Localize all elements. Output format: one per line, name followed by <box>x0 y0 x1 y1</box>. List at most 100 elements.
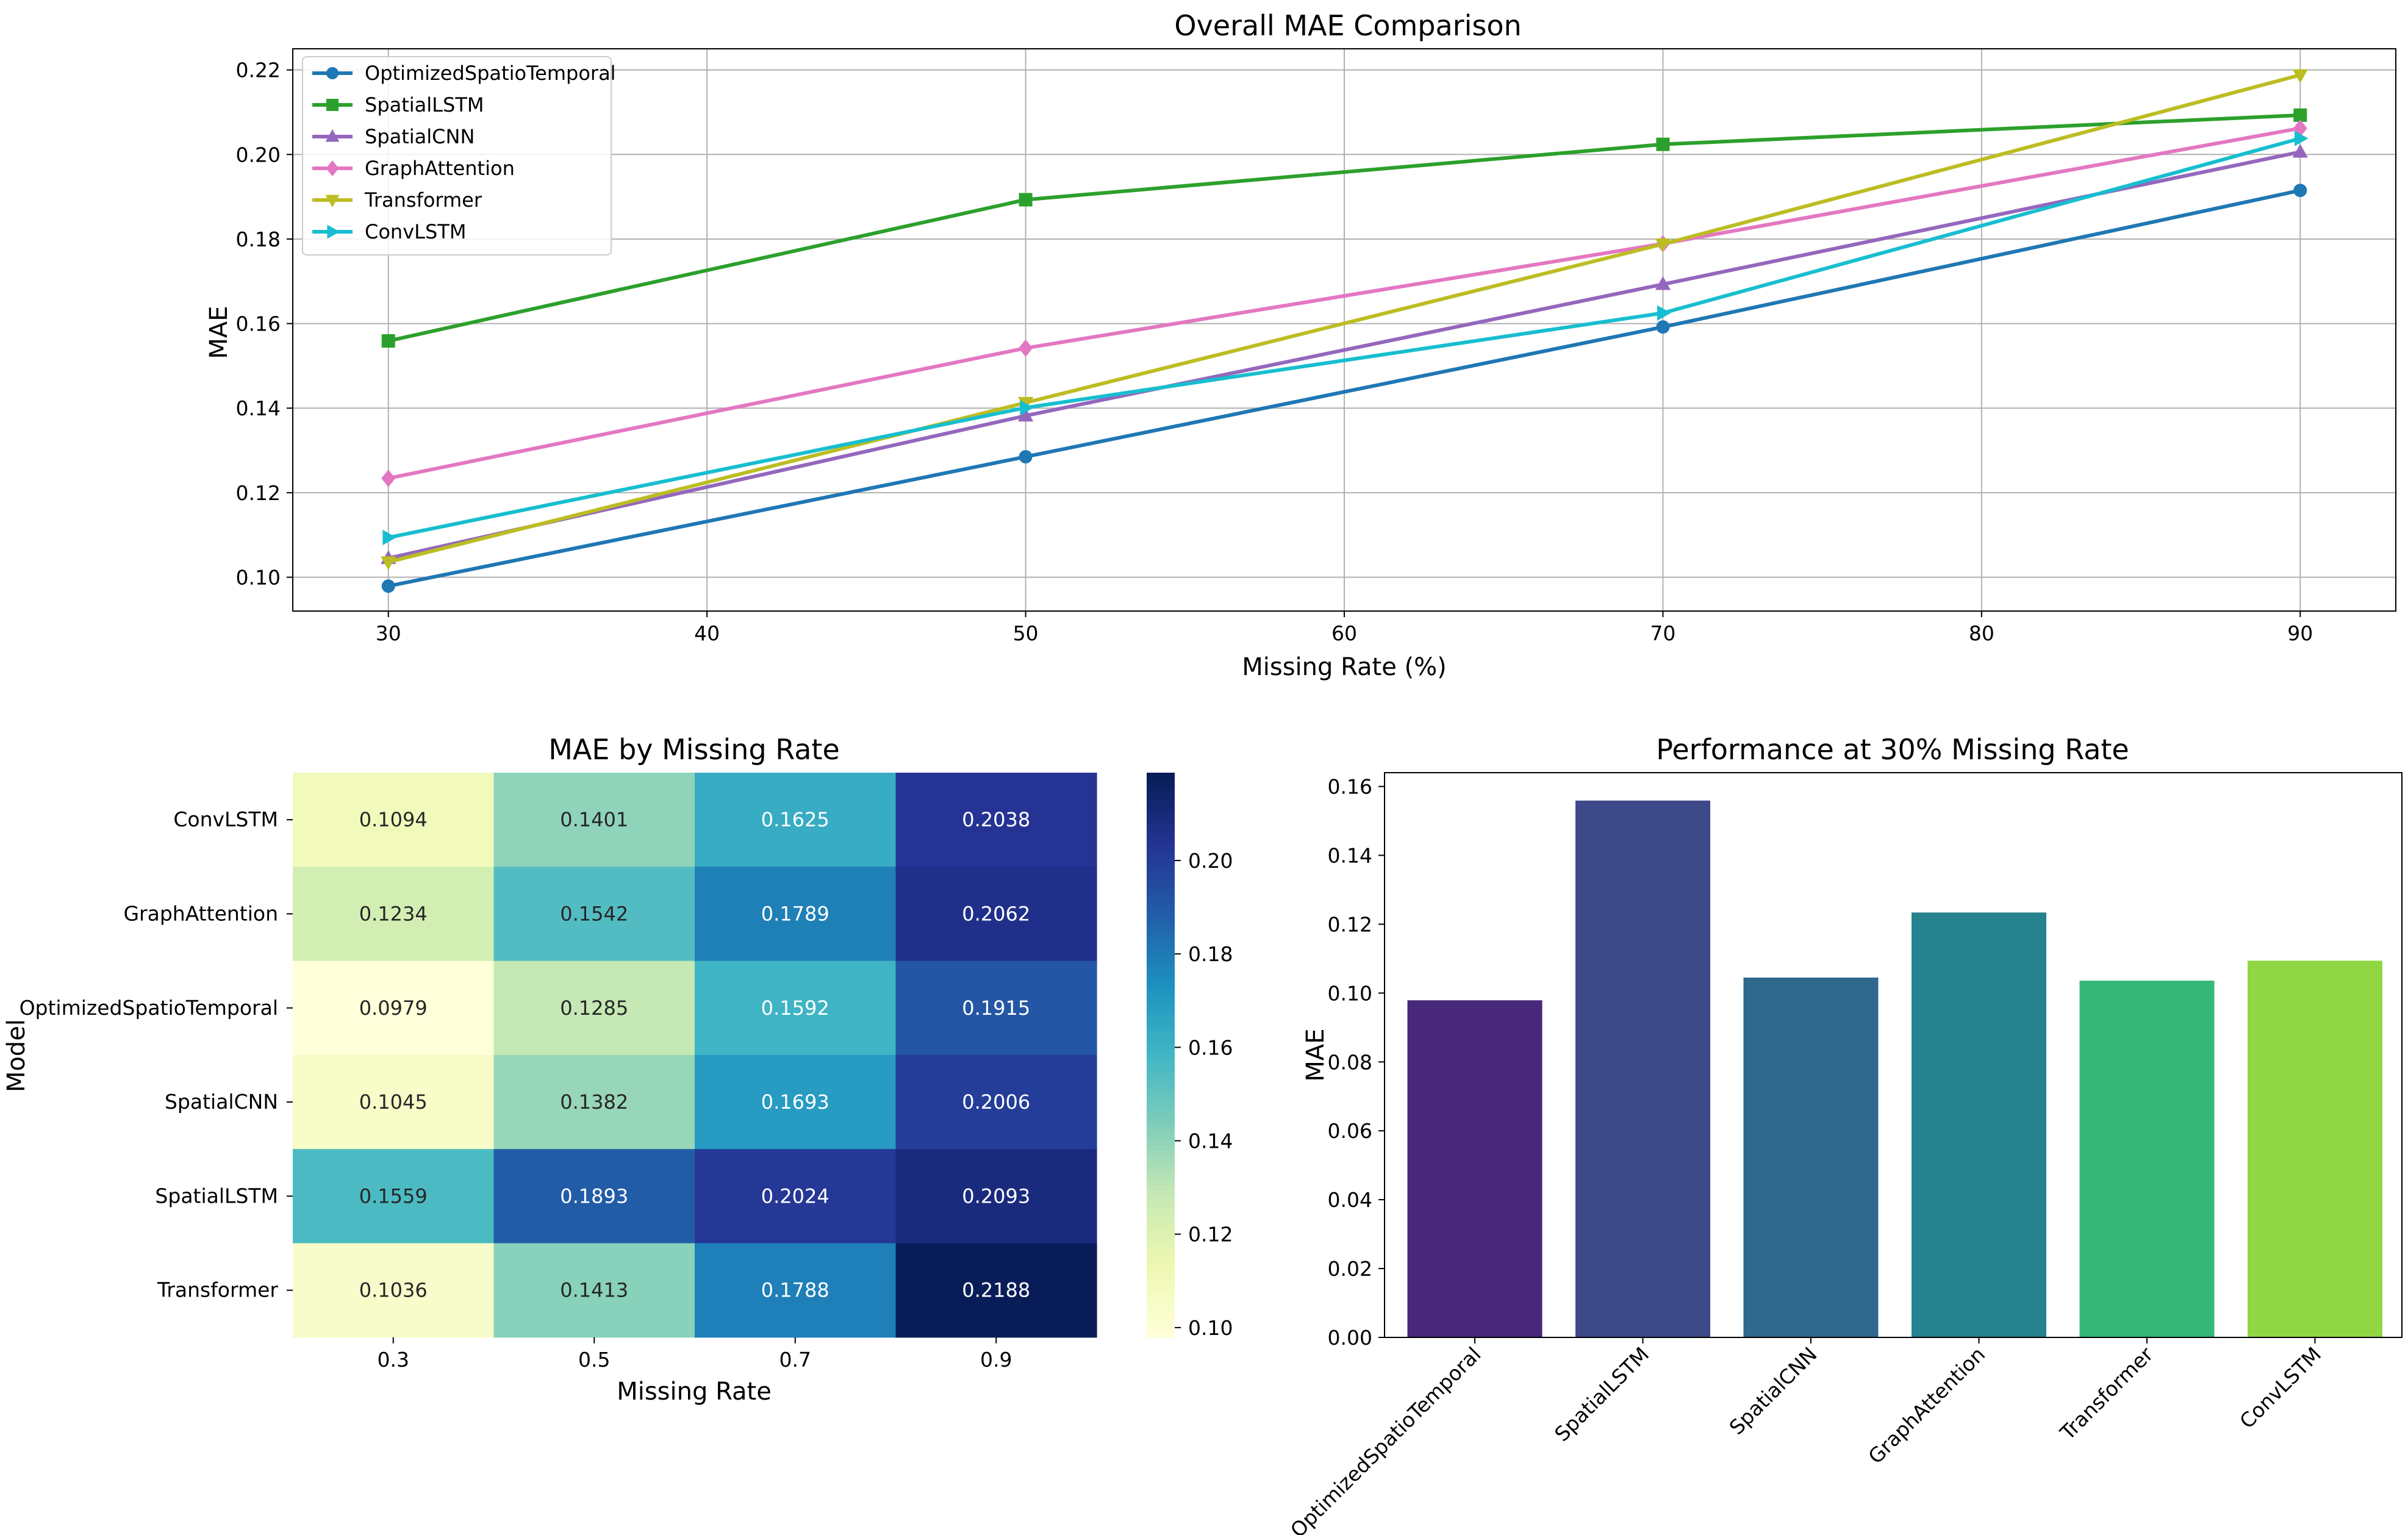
line-chart-y-tick-label: 0.20 <box>236 143 281 166</box>
data-point-optimizedspatiotemporal <box>381 579 395 593</box>
colorbar-segment <box>1147 976 1175 982</box>
colorbar-segment <box>1147 1320 1175 1327</box>
heatmap-cell-value: 0.1285 <box>560 996 628 1020</box>
colorbar-segment <box>1147 1061 1175 1067</box>
bar-spatialcnn <box>1743 977 1879 1337</box>
data-point-convlstm <box>1657 305 1671 321</box>
colorbar-segment <box>1147 1123 1175 1129</box>
series-line-optimizedspatiotemporal <box>388 188 2301 589</box>
bar-chart-bars <box>1407 800 2382 1337</box>
heatmap-cell-value: 0.1094 <box>359 808 428 831</box>
heatmap-cell-value: 0.1382 <box>560 1090 628 1114</box>
colorbar-segment <box>1147 896 1175 903</box>
heatmap-cell-value: 0.0979 <box>359 996 428 1020</box>
data-point-spatiallstm <box>1656 137 1670 151</box>
series-line-transformer <box>387 73 2301 564</box>
heatmap-cell-convlstm-0-7 <box>695 773 897 867</box>
line-chart-x-tick-label: 90 <box>2287 621 2313 645</box>
colorbar-segment <box>1147 1258 1175 1265</box>
colorbar-segment <box>1147 936 1175 943</box>
colorbar-segment <box>1147 789 1175 796</box>
colorbar-segment <box>1147 1213 1175 1220</box>
colorbar-segment <box>1147 812 1175 819</box>
heatmap-cell-value: 0.1788 <box>761 1279 830 1302</box>
line-chart-x-tick-label: 60 <box>1331 621 1357 645</box>
heatmap-row-label-spatialcnn: SpatialCNN <box>165 1090 278 1114</box>
colorbar-segment <box>1147 1043 1175 1050</box>
colorbar-segment <box>1147 868 1175 875</box>
heatmap-column-label: 0.9 <box>980 1348 1012 1372</box>
bar-chart-y-tick-label: 0.00 <box>1328 1326 1372 1350</box>
heatmap-cell-value: 0.1559 <box>359 1184 428 1208</box>
colorbar-segment <box>1147 1009 1175 1017</box>
colorbar-segment <box>1147 1314 1175 1322</box>
colorbar-segment <box>1147 1326 1175 1333</box>
heatmap-x-label: Missing Rate <box>617 1378 772 1406</box>
heatmap-cell-spatiallstm-0-5 <box>493 1149 695 1244</box>
colorbar-segment <box>1147 1224 1175 1231</box>
colorbar-segment <box>1147 1032 1175 1039</box>
heatmap-cell-value: 0.2006 <box>962 1090 1030 1114</box>
data-point-transformer <box>2292 69 2308 84</box>
heatmap-row-label-convlstm: ConvLSTM <box>173 807 278 831</box>
line-chart-ticks: 30 40 50 60 70 80 90 0.10 0.12 0.14 0.16 0.18 0.20 0.… <box>236 59 2313 645</box>
colorbar-segment <box>1147 953 1175 960</box>
legend-marker-optimizedspatiotemporal <box>326 67 339 79</box>
bar-convlstm <box>2248 961 2382 1337</box>
colorbar-segment <box>1147 1094 1175 1101</box>
data-point-spatiallstm <box>381 334 395 348</box>
heatmap-column-label: 0.3 <box>378 1348 409 1372</box>
colorbar-segment <box>1147 970 1175 977</box>
heatmap-cell-convlstm-0-9 <box>895 773 1097 867</box>
colorbar-segment <box>1147 964 1175 971</box>
colorbar-segment <box>1147 1168 1175 1175</box>
data-point-spatiallstm <box>1019 193 1033 207</box>
colorbar-segment <box>1147 1173 1175 1180</box>
colorbar-segment <box>1147 1038 1175 1045</box>
heatmap-cell-value: 0.2024 <box>761 1184 830 1208</box>
line-chart-x-label: Missing Rate (%) <box>1242 653 1447 681</box>
colorbar-segment <box>1147 1111 1175 1118</box>
line-chart-series <box>381 69 2309 593</box>
heatmap-cell-spatialcnn-0-5 <box>493 1054 695 1150</box>
colorbar-segment <box>1147 1162 1175 1169</box>
data-point-transformer <box>1655 238 1671 252</box>
series-line-spatiallstm <box>388 113 2301 343</box>
colorbar-segment <box>1147 778 1175 785</box>
colorbar-segment <box>1147 886 1175 892</box>
heatmap-cell-graphattention-0-3 <box>293 867 495 962</box>
line-chart-y-label: MAE <box>205 306 233 359</box>
colorbar-segment <box>1147 823 1175 830</box>
heatmap-row-label-graphattention: GraphAttention <box>123 901 278 925</box>
colorbar-segment <box>1147 1156 1175 1163</box>
heatmap-cell-value: 0.1036 <box>359 1279 428 1302</box>
colorbar-segment <box>1147 902 1175 909</box>
colorbar-segment <box>1147 1055 1175 1062</box>
heatmap-row-label-transformer: Transformer <box>157 1278 278 1302</box>
colorbar-segment <box>1147 1281 1175 1287</box>
colorbar-segment <box>1147 784 1175 790</box>
heatmap-cell-value: 0.1045 <box>359 1090 428 1114</box>
bar-chart-y-tick-label: 0.16 <box>1328 775 1372 799</box>
legend-label-graphattention: GraphAttention <box>365 157 515 180</box>
colorbar-segment <box>1147 891 1175 898</box>
colorbar-tick-label: 0.14 <box>1188 1129 1233 1153</box>
heatmap-cell-value: 0.2188 <box>962 1279 1030 1302</box>
data-point-transformer <box>381 556 396 570</box>
colorbar-segment <box>1147 1331 1175 1338</box>
heatmap-cell-spatiallstm-0-9 <box>895 1149 1097 1244</box>
colorbar-segment <box>1147 874 1175 881</box>
line-chart-x-tick-label: 40 <box>694 621 720 645</box>
heatmap-cell-transformer-0-3 <box>293 1243 495 1338</box>
colorbar-segment <box>1147 1083 1175 1090</box>
line-chart-x-tick-label: 70 <box>1650 621 1675 645</box>
colorbar-segment <box>1147 1275 1175 1282</box>
colorbar-segment <box>1147 1241 1175 1248</box>
colorbar-segment <box>1147 914 1175 920</box>
colorbar-tick-label: 0.20 <box>1188 849 1233 873</box>
colorbar-segment <box>1147 925 1175 932</box>
bar-chart-y-tick-label: 0.02 <box>1328 1257 1372 1281</box>
data-point-graphattention <box>381 470 396 487</box>
colorbar-segment <box>1147 879 1175 887</box>
